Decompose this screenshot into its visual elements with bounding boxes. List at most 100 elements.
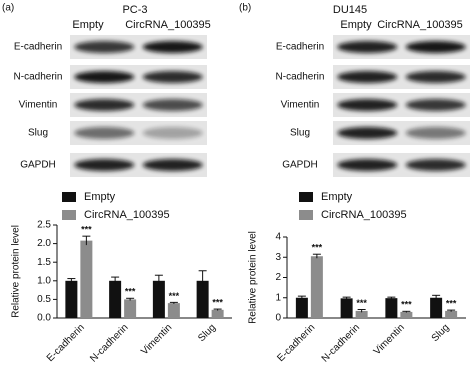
lane-label: Empty bbox=[340, 19, 372, 31]
legend-swatch bbox=[299, 210, 313, 220]
error-bar bbox=[154, 274, 163, 287]
legend-label: Empty bbox=[321, 191, 353, 203]
bar bbox=[80, 240, 93, 318]
bar bbox=[152, 280, 165, 318]
blot-row-label: Slug bbox=[28, 128, 48, 139]
bar bbox=[430, 297, 443, 318]
bar bbox=[211, 309, 224, 318]
legend-label: CircRNA_100395 bbox=[321, 209, 407, 221]
y-tick-label: 0.0 bbox=[37, 313, 51, 324]
bar bbox=[355, 310, 368, 318]
blot-band bbox=[74, 159, 135, 171]
error-bar bbox=[387, 296, 396, 300]
blot-band bbox=[337, 41, 398, 53]
y-tick-label: 2.5 bbox=[37, 220, 51, 231]
bar bbox=[196, 280, 209, 318]
error-bar bbox=[402, 310, 411, 313]
y-tick-label: 1.5 bbox=[37, 257, 51, 268]
error-bar bbox=[312, 253, 321, 259]
bar bbox=[295, 297, 308, 318]
legend-swatch bbox=[62, 192, 76, 202]
blot-band bbox=[405, 99, 466, 111]
y-tick-label: 0 bbox=[275, 313, 281, 324]
bar bbox=[109, 280, 122, 318]
blot-row-label: N-cadherin bbox=[276, 72, 325, 83]
y-tick-label: 1.0 bbox=[37, 275, 51, 286]
blot-band bbox=[142, 41, 203, 53]
blot-row-label: Vimentin bbox=[19, 100, 58, 111]
blot-band bbox=[405, 127, 466, 139]
error-bar bbox=[297, 295, 306, 300]
panel-label: (a) bbox=[2, 3, 14, 14]
x-tick-label: Vimentin bbox=[139, 322, 174, 357]
y-tick-label: 2 bbox=[275, 272, 281, 283]
legend-label: CircRNA_100395 bbox=[84, 209, 170, 221]
blot-row-label: E-cadherin bbox=[14, 42, 62, 53]
y-tick-label: 2.0 bbox=[37, 238, 51, 249]
x-tick-label: E-cadherin bbox=[275, 322, 317, 364]
blot-band bbox=[405, 41, 466, 53]
significance: *** bbox=[212, 297, 223, 307]
significance: *** bbox=[446, 298, 457, 308]
y-tick-label: 0.5 bbox=[37, 294, 51, 305]
blot-band bbox=[337, 99, 398, 111]
panel-label: (b) bbox=[239, 3, 251, 14]
bar bbox=[340, 298, 353, 318]
error-bar bbox=[342, 296, 351, 300]
blot-band bbox=[337, 127, 398, 139]
significance: *** bbox=[401, 300, 412, 310]
bar bbox=[65, 280, 78, 318]
significance: *** bbox=[356, 298, 367, 308]
blot-band bbox=[142, 71, 203, 83]
bar bbox=[124, 299, 137, 318]
blot-row-label: GAPDH bbox=[282, 160, 318, 171]
blot-row-label: Vimentin bbox=[281, 100, 320, 111]
x-tick-label: Vimentin bbox=[372, 322, 407, 357]
error-bar bbox=[111, 276, 120, 285]
blot-band bbox=[74, 71, 135, 83]
y-tick-label: 4 bbox=[275, 232, 281, 243]
error-bar bbox=[447, 309, 456, 312]
error-bar bbox=[432, 294, 441, 301]
bar bbox=[445, 310, 458, 318]
legend-label: Empty bbox=[84, 191, 116, 203]
legend-swatch bbox=[299, 192, 313, 202]
lane-label: CircRNA_100395 bbox=[377, 19, 463, 31]
blot-band bbox=[337, 159, 398, 171]
y-tick-label: 1 bbox=[275, 292, 281, 303]
x-tick-label: N-cadherin bbox=[320, 322, 362, 364]
blot-band bbox=[74, 99, 135, 111]
y-tick-label: 3 bbox=[275, 252, 281, 263]
significance: *** bbox=[312, 243, 323, 253]
error-bar bbox=[82, 235, 91, 246]
blot-band bbox=[337, 71, 398, 83]
bar bbox=[310, 256, 323, 318]
cell-line: DU145 bbox=[333, 4, 367, 16]
blot-row-label: E-cadherin bbox=[276, 42, 324, 53]
error-bar bbox=[67, 278, 76, 284]
error-bar bbox=[169, 301, 178, 304]
cell-line: PC-3 bbox=[122, 4, 147, 16]
blot-band bbox=[142, 127, 203, 139]
bar bbox=[400, 311, 413, 318]
blot-band bbox=[142, 159, 203, 171]
bar bbox=[167, 303, 180, 318]
blot-band bbox=[74, 127, 135, 139]
blot-row-label: Slug bbox=[290, 128, 310, 139]
significance: *** bbox=[81, 225, 92, 235]
error-bar bbox=[126, 297, 135, 301]
blot-band bbox=[405, 71, 466, 83]
error-bar bbox=[198, 270, 207, 291]
blot-row-label: GAPDH bbox=[20, 160, 56, 171]
lane-label: CircRNA_100395 bbox=[125, 19, 211, 31]
bar bbox=[385, 298, 398, 318]
x-tick-label: N-cadherin bbox=[88, 322, 130, 364]
blot-band bbox=[405, 159, 466, 171]
legend-swatch bbox=[62, 210, 76, 220]
x-tick-label: Slug bbox=[196, 322, 218, 344]
blot-band bbox=[74, 41, 135, 53]
x-tick-label: Slug bbox=[430, 322, 452, 344]
error-bar bbox=[213, 308, 222, 311]
blot-row-label: N-cadherin bbox=[14, 72, 63, 83]
